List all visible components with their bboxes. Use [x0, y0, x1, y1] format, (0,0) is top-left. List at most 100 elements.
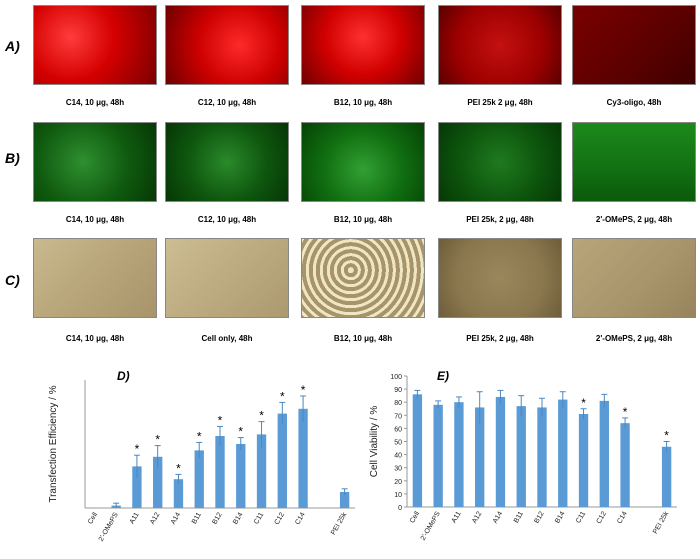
micrograph-caption: C12, 10 μg, 48h	[197, 98, 257, 107]
micrograph-a-4	[438, 5, 562, 85]
bar	[433, 404, 443, 507]
significance-marker: *	[197, 429, 202, 443]
bar	[194, 450, 204, 508]
significance-marker: *	[664, 429, 669, 443]
micrograph-b-4	[438, 122, 562, 202]
micrograph-b-3	[301, 122, 425, 202]
y-axis-label: Cell Viability / %	[369, 406, 380, 478]
micrograph-caption: C14, 10 μg, 48h	[65, 334, 125, 343]
bar	[661, 446, 672, 507]
x-tick-label: B12	[533, 510, 545, 524]
micrograph-caption: B12, 10 μg, 48h	[333, 334, 393, 343]
bar	[537, 407, 547, 507]
bar	[495, 396, 506, 507]
y-tick-label: 50	[394, 440, 402, 447]
bar	[173, 479, 184, 508]
micrograph-caption: 2'-OMePS, 2 μg, 48h	[595, 334, 673, 343]
chart-panel-label: E)	[437, 369, 449, 383]
x-tick-label: C14	[294, 511, 307, 526]
bar	[236, 444, 246, 508]
micrograph-a-3	[301, 5, 425, 85]
micrograph-a-2	[165, 5, 289, 85]
y-axis-label: Transfection Efficiency / %	[48, 385, 59, 502]
x-tick-label: Cell	[87, 511, 99, 525]
bar	[412, 394, 423, 507]
y-tick-label: 80	[394, 400, 402, 407]
x-tick-label: A11	[451, 510, 463, 524]
micrograph-caption: C14, 10 μg, 48h	[65, 98, 125, 107]
micrograph-c-3	[301, 238, 425, 318]
bar	[620, 423, 630, 507]
micrograph-caption: B12, 10 μg, 48h	[333, 215, 393, 224]
x-tick-label: A12	[471, 510, 483, 524]
x-tick-label: C14	[616, 510, 629, 525]
bar	[256, 434, 267, 508]
significance-marker: *	[280, 389, 285, 403]
micrograph-c-1	[33, 238, 157, 318]
bar	[277, 413, 287, 508]
bar	[475, 407, 485, 507]
x-tick-label: 2'-OMePS	[420, 510, 442, 542]
significance-marker: *	[301, 383, 306, 397]
panel-label-b: B)	[5, 150, 20, 166]
significance-marker: *	[218, 413, 223, 427]
transfection-efficiency-chart: Transfection Efficiency / % D) Cell2'-OMeP…	[48, 369, 355, 543]
panel-label-a: A)	[5, 38, 20, 54]
panel-label-c: C)	[5, 272, 20, 288]
significance-marker: *	[581, 396, 586, 410]
y-tick-label: 60	[394, 426, 402, 433]
micrograph-caption: PEI 25k, 2 μg, 48h	[466, 334, 534, 343]
micrograph-caption: Cy3-oligo, 48h	[606, 98, 662, 107]
bar	[578, 413, 589, 507]
micrograph-c-4	[438, 238, 562, 318]
significance-marker: *	[623, 405, 628, 419]
x-tick-label: B14	[554, 510, 566, 524]
x-tick-label: A11	[129, 511, 141, 525]
micrograph-b-2	[165, 122, 289, 202]
x-tick-label: B14	[232, 511, 244, 525]
bar	[153, 456, 163, 508]
micrograph-caption: PEI 25k 2 μg, 48h	[467, 98, 533, 107]
micrograph-caption: Cell only, 48h	[201, 334, 253, 343]
x-tick-label: 2'-OMePS	[98, 511, 120, 543]
significance-marker: *	[135, 442, 140, 456]
x-tick-label: PEI 25k	[330, 511, 349, 536]
micrograph-caption: C12, 10 μg, 48h	[197, 215, 257, 224]
bar	[215, 436, 225, 508]
significance-marker: *	[176, 461, 181, 475]
micrograph-caption: PEI 25k, 2 μg, 48h	[466, 215, 534, 224]
x-tick-label: C11	[253, 511, 265, 525]
y-tick-label: 30	[394, 466, 402, 473]
significance-marker: *	[155, 433, 160, 447]
x-tick-label: C11	[575, 510, 587, 524]
x-tick-label: Cell	[409, 510, 421, 524]
bar	[516, 406, 526, 507]
x-tick-label: B12	[211, 511, 223, 525]
y-tick-label: 20	[394, 479, 402, 486]
y-tick-label: 100	[390, 374, 402, 381]
bar	[558, 399, 568, 507]
micrograph-b-1	[33, 122, 157, 202]
bar	[339, 492, 350, 508]
x-tick-label: A14	[170, 511, 182, 525]
significance-marker: *	[259, 409, 264, 423]
x-tick-label: A14	[492, 510, 504, 524]
x-tick-label: A12	[149, 511, 161, 525]
y-tick-label: 0	[398, 505, 402, 512]
micrograph-c-5	[572, 238, 696, 318]
micrograph-b-5	[572, 122, 696, 202]
bar	[132, 466, 142, 508]
y-tick-label: 10	[394, 492, 402, 499]
micrograph-caption: B12, 10 μg, 48h	[333, 98, 393, 107]
micrograph-caption: 2'-OMePS, 2 μg, 48h	[595, 215, 673, 224]
y-tick-label: 70	[394, 413, 402, 420]
micrograph-a-1	[33, 5, 157, 85]
cell-viability-chart: 0 10 20 30 40 50 60 70 80 90 100 Cell Viability / %…	[369, 369, 677, 542]
micrograph-c-2	[165, 238, 289, 318]
bar	[454, 402, 464, 507]
bar	[599, 400, 609, 507]
x-tick-label: C12	[274, 511, 287, 526]
significance-marker: *	[238, 425, 243, 439]
chart-panel-label: D)	[117, 369, 130, 383]
y-tick-label: 40	[394, 453, 402, 460]
